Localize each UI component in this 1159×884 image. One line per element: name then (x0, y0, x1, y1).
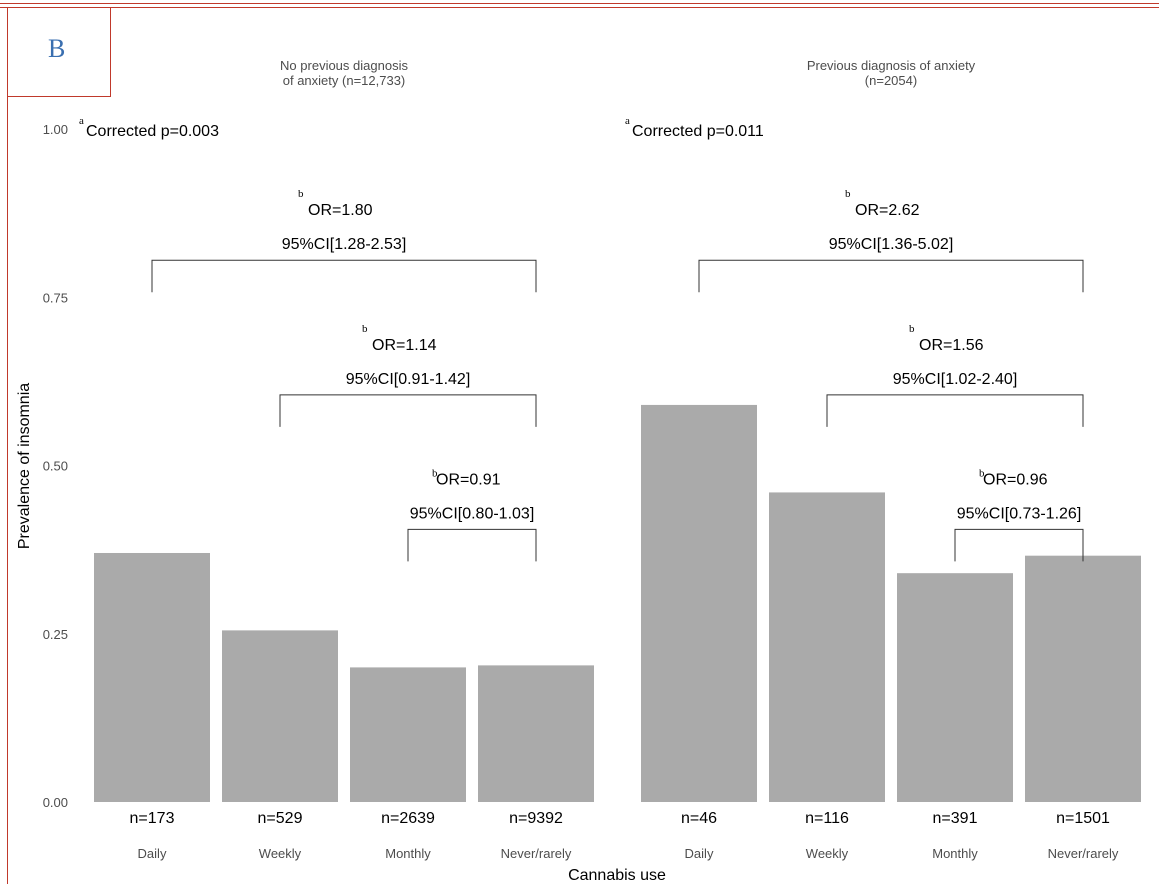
y-tick-label: 0.25 (43, 627, 68, 642)
n-label: n=391 (933, 810, 978, 827)
n-label: n=1501 (1056, 810, 1110, 827)
facet-title-line: Previous diagnosis of anxiety (807, 58, 976, 73)
odds-ratio-label: OR=1.80 (308, 202, 373, 219)
comparison-bracket (151, 259, 537, 293)
comparison-bracket (954, 528, 1084, 562)
facet-title-line: (n=2054) (865, 73, 917, 88)
bar (897, 573, 1013, 802)
n-label: n=173 (130, 810, 175, 827)
x-tick-label: Never/rarely (1048, 846, 1119, 861)
chart-axes: 0.00 0.25 0.50 0.75 1.00 Prevalence of insomn… (16, 58, 1119, 884)
n-label: n=2639 (381, 810, 435, 827)
comparison-bracket (279, 394, 537, 427)
x-tick-label: Monthly (932, 846, 978, 861)
x-tick-label: Never/rarely (501, 846, 572, 861)
bar (94, 552, 210, 802)
x-tick-label: Daily (685, 846, 714, 861)
figure-frame-top-line (0, 3, 1159, 4)
superscript-b: b (298, 188, 304, 200)
y-tick-label: 0.00 (43, 795, 68, 810)
superscript-b: b (979, 467, 985, 479)
facet-title-line: No previous diagnosis (280, 58, 408, 73)
superscript-b: b (362, 323, 368, 335)
comparison-bracket (407, 528, 537, 562)
x-tick-label: Weekly (259, 846, 302, 861)
bar (350, 667, 466, 802)
bar (769, 492, 885, 802)
n-label: n=46 (681, 810, 717, 827)
odds-ratio-label: OR=1.14 (372, 337, 437, 354)
odds-ratio-label: OR=1.56 (919, 337, 984, 354)
superscript-b: b (909, 323, 915, 335)
bar (641, 404, 757, 802)
facet-title-line: of anxiety (n=12,733) (283, 73, 406, 88)
ci-label: 95%CI[1.36-5.02] (829, 236, 954, 253)
comparison-bracket (826, 394, 1084, 427)
odds-ratio-label: OR=2.62 (855, 202, 920, 219)
corrected-p-value: Corrected p=0.003 (86, 123, 219, 140)
superscript-a: a (625, 115, 630, 127)
bar (1025, 555, 1141, 802)
figure-frame-top (0, 0, 1159, 8)
figure-frame-left (7, 8, 8, 884)
comparison-bracket (698, 259, 1084, 293)
odds-ratio-label: OR=0.96 (983, 471, 1048, 488)
n-label: n=9392 (509, 810, 563, 827)
bar (478, 665, 594, 802)
ci-label: 95%CI[0.73-1.26] (957, 505, 1082, 522)
bar (222, 630, 338, 802)
corrected-p-value: Corrected p=0.011 (632, 123, 764, 140)
y-tick-label: 0.50 (43, 459, 68, 474)
n-label: n=529 (258, 810, 303, 827)
x-axis-title: Cannabis use (568, 867, 666, 884)
y-tick-label: 0.75 (43, 290, 68, 305)
ci-label: 95%CI[0.80-1.03] (410, 505, 535, 522)
x-tick-label: Monthly (385, 846, 431, 861)
x-tick-label: Daily (138, 846, 167, 861)
ci-label: 95%CI[1.02-2.40] (893, 371, 1018, 388)
n-label: n=116 (805, 810, 849, 827)
superscript-a: a (79, 115, 84, 127)
ci-label: 95%CI[1.28-2.53] (282, 236, 407, 253)
superscript-b: b (845, 188, 851, 200)
odds-ratio-label: OR=0.91 (436, 471, 501, 488)
chart-bars (94, 404, 1141, 802)
y-axis-title: Prevalence of insomnia (16, 383, 33, 549)
x-tick-label: Weekly (806, 846, 849, 861)
y-tick-label: 1.00 (43, 122, 68, 137)
panel-label-box (7, 7, 111, 97)
superscript-b: b (432, 467, 438, 479)
ci-label: 95%CI[0.91-1.42] (346, 371, 471, 388)
panel-label: B (48, 34, 66, 63)
